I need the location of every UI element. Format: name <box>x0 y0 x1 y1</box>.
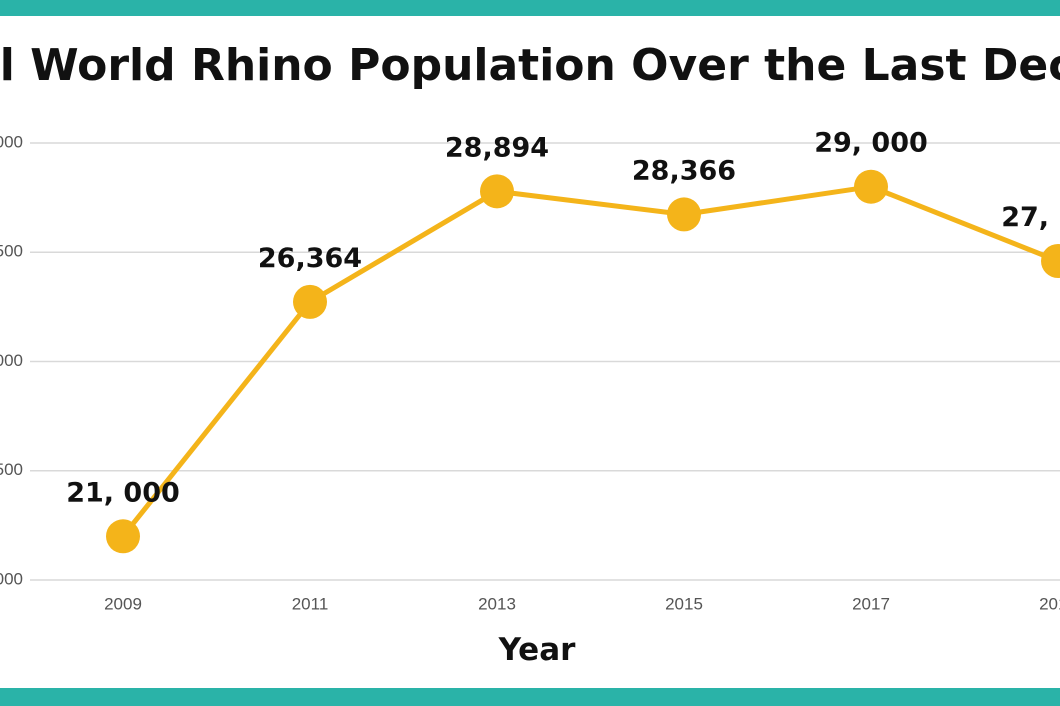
bottom-border <box>0 688 1060 706</box>
data-label: 21, 000 <box>66 477 180 508</box>
data-label: 28,366 <box>632 155 736 186</box>
data-point <box>293 284 327 319</box>
data-point <box>1041 243 1060 278</box>
data-label: 29, 000 <box>814 128 928 159</box>
x-tick-label: 2013 <box>478 594 516 613</box>
data-label: 26,364 <box>258 243 362 274</box>
y-tick-label: 30,000 <box>0 132 23 151</box>
x-tick-label: 2015 <box>665 594 703 613</box>
data-point <box>854 169 888 204</box>
top-border <box>0 0 1060 16</box>
data-label: 28,894 <box>445 132 549 163</box>
y-tick-label: 22,500 <box>0 460 23 479</box>
y-tick-label: 27,500 <box>0 242 23 261</box>
x-tick-label: 2009 <box>104 594 142 613</box>
data-line <box>121 184 1059 538</box>
data-point <box>480 174 514 209</box>
x-axis-title: Year <box>498 632 577 668</box>
data-point <box>106 519 140 554</box>
x-tick-label: 2017 <box>852 594 890 613</box>
y-tick-label: 25,000 <box>0 351 23 370</box>
y-tick-label: 20,000 <box>0 569 23 588</box>
x-tick-label: 2019 <box>1039 594 1060 613</box>
data-label: 27, 300 <box>1001 202 1060 233</box>
chart-title: Total World Rhino Population Over the La… <box>0 40 1060 91</box>
data-point <box>667 197 701 232</box>
x-tick-label: 2011 <box>292 594 329 613</box>
